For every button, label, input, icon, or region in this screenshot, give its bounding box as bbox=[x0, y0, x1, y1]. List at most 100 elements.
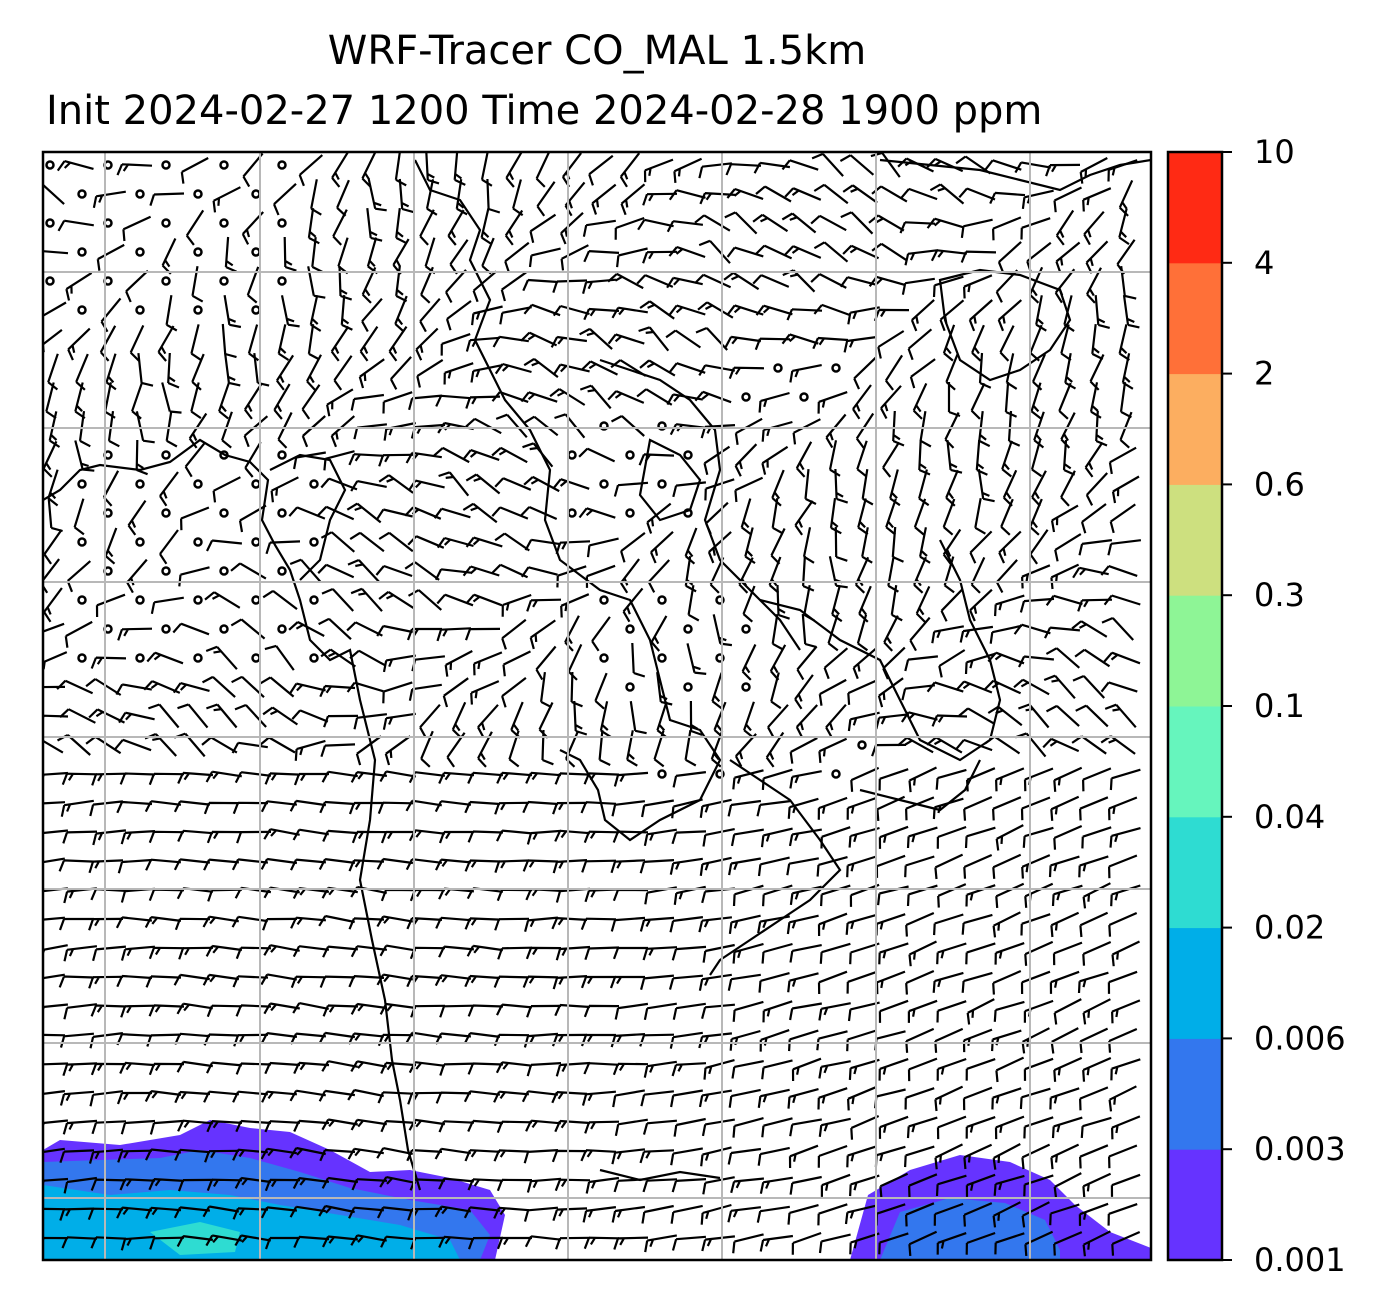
wind-barb bbox=[761, 942, 793, 964]
colorbar-tick-label: 0.003 bbox=[1254, 1130, 1346, 1168]
wind-barb bbox=[613, 1236, 649, 1250]
wind-barb bbox=[62, 1119, 98, 1135]
wind-barb bbox=[611, 1148, 646, 1165]
wind-barb bbox=[496, 771, 533, 784]
wind-barb bbox=[992, 216, 1022, 241]
wind-barb bbox=[522, 278, 559, 292]
wind-barb bbox=[501, 593, 532, 617]
wind-barb bbox=[145, 1148, 182, 1161]
wind-barb bbox=[934, 1085, 964, 1112]
wind-barb bbox=[1053, 998, 1082, 1025]
wind-barb bbox=[321, 770, 358, 783]
wind-barb bbox=[177, 1119, 213, 1132]
wind-barb bbox=[959, 625, 994, 643]
wind-barb bbox=[848, 1058, 880, 1080]
wind-barb bbox=[1030, 440, 1043, 478]
calm-wind-marker bbox=[741, 392, 751, 402]
calm-wind-marker bbox=[277, 450, 287, 460]
wind-barb bbox=[206, 1178, 243, 1191]
wind-barb bbox=[470, 680, 500, 705]
wind-barb bbox=[174, 1090, 211, 1104]
wind-barb bbox=[321, 1060, 358, 1072]
wind-barb bbox=[1111, 940, 1140, 967]
wind-barb bbox=[203, 858, 240, 871]
wind-barb bbox=[787, 972, 819, 993]
wind-barb bbox=[908, 1173, 938, 1198]
wind-barb bbox=[146, 1033, 182, 1047]
wind-barb bbox=[847, 306, 880, 325]
wind-barb bbox=[878, 942, 909, 965]
wind-barb bbox=[434, 1147, 471, 1160]
wind-barb bbox=[672, 771, 707, 788]
wind-barb bbox=[970, 556, 986, 594]
calm-wind-marker bbox=[599, 595, 609, 605]
wind-barb bbox=[43, 916, 65, 921]
wind-barb bbox=[472, 270, 498, 303]
wind-barb bbox=[668, 245, 706, 259]
wind-barb bbox=[464, 917, 501, 930]
wind-barb bbox=[174, 917, 211, 931]
wind-barb bbox=[915, 585, 931, 623]
calm-wind-marker bbox=[77, 595, 87, 605]
wind-barb bbox=[1111, 475, 1140, 504]
wind-barb bbox=[1014, 161, 1051, 174]
wind-barb bbox=[906, 826, 938, 849]
wind-barb bbox=[552, 859, 588, 874]
wind-barb bbox=[523, 1206, 558, 1222]
wind-barb bbox=[419, 703, 441, 739]
wind-barb bbox=[724, 211, 758, 235]
wind-barb bbox=[588, 154, 614, 186]
wind-barb bbox=[813, 183, 849, 205]
wind-barb bbox=[1029, 498, 1043, 536]
wind-barb bbox=[1053, 766, 1083, 792]
wind-barb bbox=[582, 1206, 617, 1223]
wind-barb bbox=[493, 1090, 529, 1103]
wind-barb bbox=[907, 999, 938, 1023]
wind-barb bbox=[671, 945, 707, 961]
wind-barb bbox=[878, 1115, 909, 1139]
wind-barb bbox=[622, 587, 644, 623]
wind-barb bbox=[958, 707, 995, 725]
calm-wind-marker bbox=[741, 624, 751, 634]
wind-barb bbox=[776, 584, 790, 620]
wind-barb bbox=[788, 828, 822, 847]
wind-barb bbox=[148, 772, 185, 786]
wind-barb bbox=[670, 1204, 703, 1224]
wind-barb bbox=[204, 591, 241, 609]
wind-barb bbox=[1052, 941, 1083, 966]
wind-barb bbox=[358, 358, 385, 389]
calm-wind-marker bbox=[193, 537, 203, 547]
wind-barb bbox=[684, 730, 697, 767]
wind-barb bbox=[264, 644, 295, 671]
wind-barb bbox=[755, 304, 793, 316]
wind-barb bbox=[1053, 1231, 1083, 1256]
wind-barb bbox=[235, 1004, 272, 1017]
wind-barb bbox=[1107, 159, 1138, 182]
wind-barb bbox=[993, 1174, 1025, 1196]
wind-barb bbox=[727, 1147, 762, 1165]
wind-barb bbox=[847, 711, 880, 732]
wind-barb bbox=[1053, 1056, 1083, 1082]
wind-barb bbox=[726, 187, 764, 201]
wind-barb bbox=[1044, 626, 1081, 639]
wind-barb bbox=[350, 393, 385, 411]
wind-barb bbox=[752, 213, 789, 233]
wind-barb bbox=[638, 453, 675, 466]
wind-barb bbox=[382, 712, 416, 730]
wind-barb bbox=[639, 1033, 675, 1047]
wind-barb bbox=[320, 743, 356, 758]
wind-barb bbox=[464, 800, 501, 814]
wind-barb bbox=[789, 770, 822, 789]
wind-barb bbox=[700, 1203, 732, 1225]
wind-barb bbox=[262, 589, 298, 610]
wind-barb bbox=[639, 359, 676, 377]
wind-barb bbox=[440, 333, 471, 356]
wind-barb bbox=[612, 830, 649, 843]
wind-barb bbox=[144, 800, 182, 813]
wind-barb bbox=[125, 269, 149, 303]
wind-barb bbox=[185, 209, 205, 246]
wind-barb bbox=[1020, 913, 1051, 936]
wind-barb bbox=[687, 585, 700, 622]
calm-wind-marker bbox=[193, 305, 203, 315]
wind-barb bbox=[275, 354, 295, 391]
